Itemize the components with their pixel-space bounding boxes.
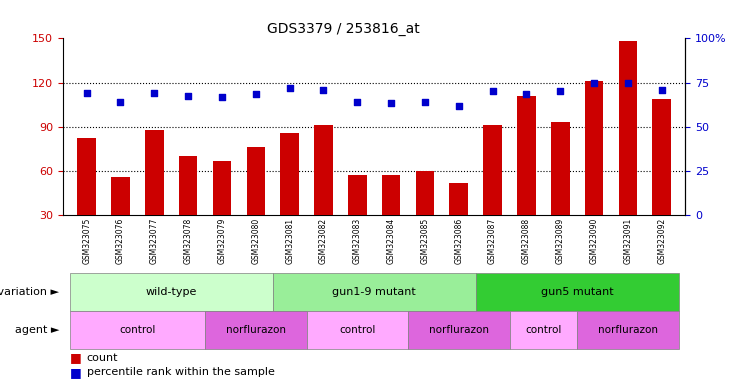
Bar	[450, 183, 468, 215]
Bar	[70, 273, 273, 311]
Text: GSM323092: GSM323092	[657, 218, 666, 264]
Bar	[551, 122, 570, 215]
Text: count: count	[87, 353, 119, 363]
Text: norflurazon: norflurazon	[226, 325, 286, 335]
Text: genotype/variation ►: genotype/variation ►	[0, 287, 59, 297]
Text: GSM323076: GSM323076	[116, 218, 125, 264]
Text: GSM323085: GSM323085	[420, 218, 430, 264]
Bar	[179, 156, 197, 215]
Text: control: control	[339, 325, 376, 335]
Bar	[416, 171, 434, 215]
Text: GSM323084: GSM323084	[387, 218, 396, 264]
Bar	[619, 41, 637, 215]
Text: norflurazon: norflurazon	[598, 325, 658, 335]
Text: norflurazon: norflurazon	[429, 325, 489, 335]
Bar	[476, 273, 679, 311]
Point	[351, 99, 363, 105]
Point	[216, 94, 228, 100]
Text: gun5 mutant: gun5 mutant	[541, 287, 614, 297]
Text: wild-type: wild-type	[145, 287, 197, 297]
Point	[284, 85, 296, 91]
Point	[520, 91, 532, 98]
Bar	[70, 311, 205, 349]
Bar	[145, 130, 164, 215]
Bar	[205, 311, 307, 349]
Point	[588, 79, 600, 86]
Bar	[382, 175, 400, 215]
Point	[453, 103, 465, 109]
Point	[81, 90, 93, 96]
Point	[318, 87, 330, 93]
Bar	[348, 175, 367, 215]
Bar	[483, 125, 502, 215]
Text: gun1-9 mutant: gun1-9 mutant	[332, 287, 416, 297]
Point	[656, 87, 668, 93]
Point	[182, 93, 194, 99]
Bar	[111, 177, 130, 215]
Point	[487, 88, 499, 94]
Point	[419, 99, 431, 105]
Point	[554, 88, 566, 94]
Text: GSM323088: GSM323088	[522, 218, 531, 264]
Text: control: control	[119, 325, 156, 335]
Bar	[652, 99, 671, 215]
Bar	[77, 139, 96, 215]
Text: GSM323083: GSM323083	[353, 218, 362, 264]
Text: percentile rank within the sample: percentile rank within the sample	[87, 367, 275, 377]
Bar	[517, 96, 536, 215]
Bar	[314, 125, 333, 215]
Bar	[307, 311, 408, 349]
Text: control: control	[525, 325, 562, 335]
Point	[250, 91, 262, 98]
Point	[148, 90, 160, 96]
Text: GSM323079: GSM323079	[217, 218, 227, 264]
Text: agent ►: agent ►	[15, 325, 59, 335]
Text: GSM323081: GSM323081	[285, 218, 294, 264]
Bar	[280, 132, 299, 215]
Text: GSM323077: GSM323077	[150, 218, 159, 264]
Bar	[213, 161, 231, 215]
Point	[385, 100, 397, 106]
Text: GSM323078: GSM323078	[184, 218, 193, 264]
Bar	[247, 147, 265, 215]
Bar	[577, 311, 679, 349]
Text: GSM323082: GSM323082	[319, 218, 328, 264]
Bar	[408, 311, 510, 349]
Text: GSM323087: GSM323087	[488, 218, 497, 264]
Bar	[510, 311, 577, 349]
Text: GSM323089: GSM323089	[556, 218, 565, 264]
Bar	[585, 81, 603, 215]
Text: ■: ■	[70, 351, 86, 364]
Point	[115, 99, 127, 105]
Title: GDS3379 / 253816_at: GDS3379 / 253816_at	[267, 22, 419, 36]
Text: GSM323075: GSM323075	[82, 218, 91, 264]
Text: GSM323086: GSM323086	[454, 218, 463, 264]
Text: GSM323090: GSM323090	[590, 218, 599, 264]
Text: GSM323091: GSM323091	[623, 218, 632, 264]
Point	[622, 79, 634, 86]
Text: ■: ■	[70, 366, 86, 379]
Text: GSM323080: GSM323080	[251, 218, 260, 264]
Bar	[273, 273, 476, 311]
